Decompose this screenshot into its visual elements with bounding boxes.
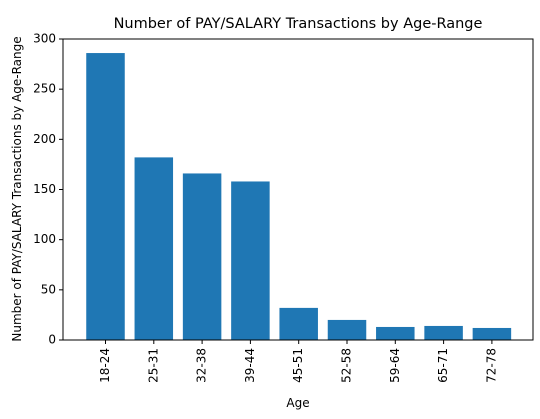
x-tick-label: 59-64: [388, 348, 402, 383]
y-tick-label: 250: [33, 82, 56, 96]
x-tick-label: 25-31: [146, 348, 160, 383]
x-axis-label: Age: [286, 396, 309, 410]
bar-18-24: [86, 53, 125, 341]
bar-52-58: [327, 319, 367, 340]
plot-frame: [62, 38, 534, 341]
y-ticks-group: 0 50 100 150 200 250 300: [33, 32, 63, 347]
x-ticks-group: 18-24 25-31 32-38 39-44 45-51 52-58 59-64 65-71…: [98, 340, 498, 383]
bar-65-71: [424, 325, 463, 340]
bars-group: [86, 53, 512, 341]
y-tick-label: 100: [33, 232, 56, 246]
x-tick-label: 72-78: [484, 348, 498, 383]
x-tick-label: 18-24: [98, 348, 112, 383]
y-tick-label: 0: [48, 333, 56, 347]
x-tick-label: 32-38: [195, 348, 209, 383]
y-tick-label: 300: [33, 32, 56, 46]
y-tick-label: 200: [33, 132, 56, 146]
y-axis-label: Number of PAY/SALARY Transactions by Age…: [10, 36, 24, 341]
x-tick-label: 45-51: [291, 348, 305, 383]
x-tick-label: 39-44: [243, 348, 257, 383]
bar-45-51: [279, 307, 318, 340]
bar-72-78: [472, 327, 512, 340]
x-tick-label: 65-71: [436, 348, 450, 383]
chart-title: Number of PAY/SALARY Transactions by Age…: [114, 16, 483, 32]
bar-59-64: [376, 326, 415, 340]
bar-32-38: [182, 173, 222, 340]
y-tick-label: 150: [33, 182, 56, 196]
bar-39-44: [231, 181, 270, 340]
y-tick-label: 50: [41, 282, 56, 296]
x-tick-label: 52-58: [340, 348, 354, 383]
bar-25-31: [134, 157, 174, 340]
